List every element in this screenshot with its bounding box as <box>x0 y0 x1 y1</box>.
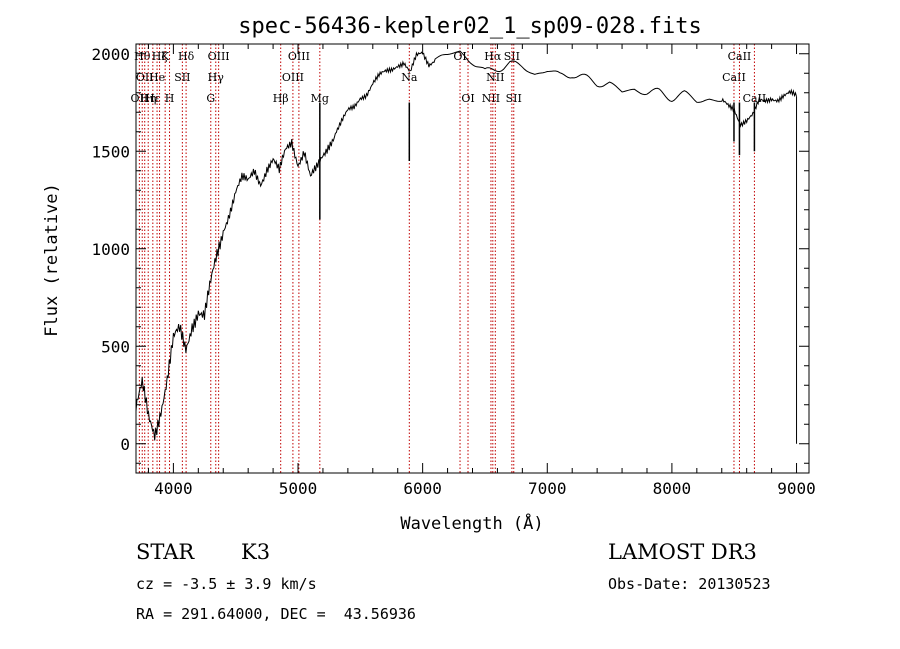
reference-line-label: OIII <box>208 50 230 63</box>
x-axis: 4000 5000 6000 7000 8000 9000 <box>147 44 816 498</box>
y-tick-label: 1500 <box>91 142 130 161</box>
reference-line-label: CaII <box>728 50 752 63</box>
chart-title: spec-56436-kepler02_1_sp09-028.fits <box>238 14 702 39</box>
y-tick-label: 0 <box>120 435 130 454</box>
x-tick-label: 9000 <box>777 479 816 498</box>
reference-line-label: He <box>149 71 165 84</box>
reference-line-label: Hζ <box>152 50 168 63</box>
reference-line-label: Hβ <box>273 92 289 105</box>
reference-line-label: CaII <box>722 71 746 84</box>
reference-line-label: NII <box>482 92 500 105</box>
y-tick-label: 1000 <box>91 240 130 259</box>
reference-line-label: OIII <box>288 50 310 63</box>
radial-velocity: cz = -3.5 ± 3.9 km/s <box>136 575 317 593</box>
reference-line-label: SII <box>506 92 522 105</box>
reference-line-label: OIII <box>282 71 304 84</box>
y-axis: 0 500 1000 1500 2000 <box>91 45 809 464</box>
x-tick-label: 8000 <box>653 479 692 498</box>
x-tick-label: 6000 <box>403 479 442 498</box>
y-tick-label: 500 <box>101 337 130 356</box>
reference-line-label: Mg <box>311 92 329 105</box>
y-axis-label: Flux (relative) <box>42 183 62 337</box>
reference-line-label: SII <box>504 50 520 63</box>
survey-name: LAMOST DR3 <box>608 540 757 564</box>
reference-line-label: Hδ <box>178 50 195 63</box>
reference-line-label: Hγ <box>208 71 225 84</box>
reference-line-label: OI <box>461 92 474 105</box>
reference-line-label: Na <box>401 71 418 84</box>
reference-line-label: Hε <box>145 92 161 105</box>
reference-line-label: OII <box>131 92 149 105</box>
object-subclass: K3 <box>241 540 271 564</box>
reference-line-label: OI <box>453 50 466 63</box>
reference-line-label: K <box>161 50 170 63</box>
coordinates: RA = 291.64000, DEC = 43.56936 <box>136 605 416 623</box>
object-class: STAR <box>136 540 195 564</box>
y-tick-label: 2000 <box>91 45 130 64</box>
reference-lines: OIIHθOIIHηHεHeHζKHSIIHδGHγOIIIHβOIIIOIII… <box>131 44 767 473</box>
plot-frame <box>135 43 810 474</box>
reference-line-label: SII <box>174 71 190 84</box>
x-tick-label: 7000 <box>528 479 567 498</box>
spectrum-series <box>135 50 798 444</box>
spectrum-line <box>135 50 797 441</box>
reference-line-label: NII <box>486 71 504 84</box>
reference-line-label: Hη <box>140 92 156 105</box>
x-axis-label: Wavelength (Å) <box>400 512 543 534</box>
reference-line-label: H <box>165 92 175 105</box>
reference-line-label: Hα <box>484 50 502 63</box>
reference-line-label: G <box>206 92 215 105</box>
observation-date: Obs-Date: 20130523 <box>608 575 771 593</box>
x-tick-label: 4000 <box>154 479 193 498</box>
reference-line-label: CaII <box>743 92 767 105</box>
x-tick-label: 5000 <box>279 479 318 498</box>
reference-line-label: OII <box>136 71 154 84</box>
